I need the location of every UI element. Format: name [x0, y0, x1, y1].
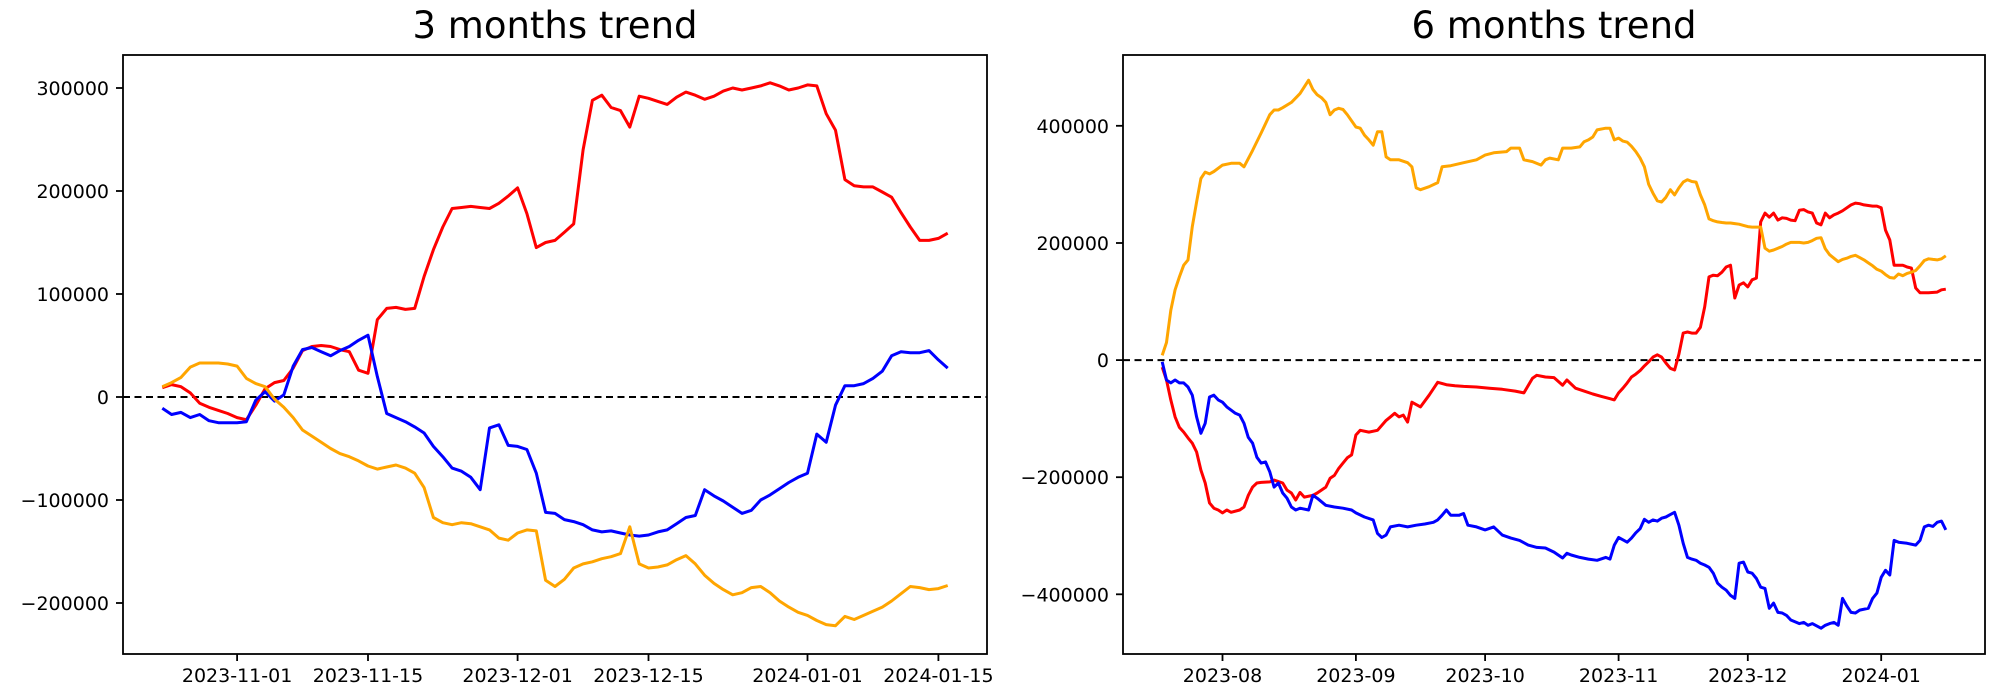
x-tick-label: 2023-10: [1445, 665, 1524, 687]
x-tick-label: 2023-11-01: [182, 665, 292, 687]
x-tick-label: 2023-12: [1708, 665, 1787, 687]
x-tick-label: 2023-11: [1579, 665, 1658, 687]
y-tick-label: 0: [97, 387, 109, 409]
series-line-red: [161, 81, 949, 422]
y-tick-label: 300000: [36, 78, 109, 100]
x-tick-label: 2024-01: [1842, 665, 1921, 687]
y-tick-label: 400000: [1036, 116, 1109, 138]
y-tick-label: −100000: [21, 490, 109, 512]
plot-border: [122, 54, 988, 655]
series-line-orange: [1160, 78, 1947, 356]
y-tick-label: −200000: [21, 593, 109, 615]
y-tick-label: 100000: [36, 284, 109, 306]
y-tick-label: −400000: [1021, 584, 1109, 606]
x-tick-label: 2023-12-15: [593, 665, 703, 687]
series-line-blue: [1160, 361, 1948, 630]
y-tick-label: 200000: [1036, 233, 1109, 255]
y-tick-label: 200000: [36, 181, 109, 203]
x-tick-label: 2023-12-01: [462, 665, 572, 687]
y-tick-label: 0: [1097, 350, 1109, 372]
x-tick-label: 2024-01-15: [883, 665, 993, 687]
plot-border: [1122, 54, 1986, 655]
x-tick-label: 2023-08: [1183, 665, 1262, 687]
left-chart-title: 3 months trend: [412, 4, 698, 47]
series-line-red: [1160, 201, 1947, 515]
x-tick-label: 2023-11-15: [313, 665, 423, 687]
y-tick-label: −200000: [1021, 467, 1109, 489]
x-tick-label: 2023-09: [1316, 665, 1395, 687]
x-tick-label: 2024-01-01: [752, 665, 862, 687]
series-line-blue: [161, 333, 949, 538]
series-line-orange: [161, 361, 949, 628]
right-chart-title: 6 months trend: [1411, 4, 1697, 47]
